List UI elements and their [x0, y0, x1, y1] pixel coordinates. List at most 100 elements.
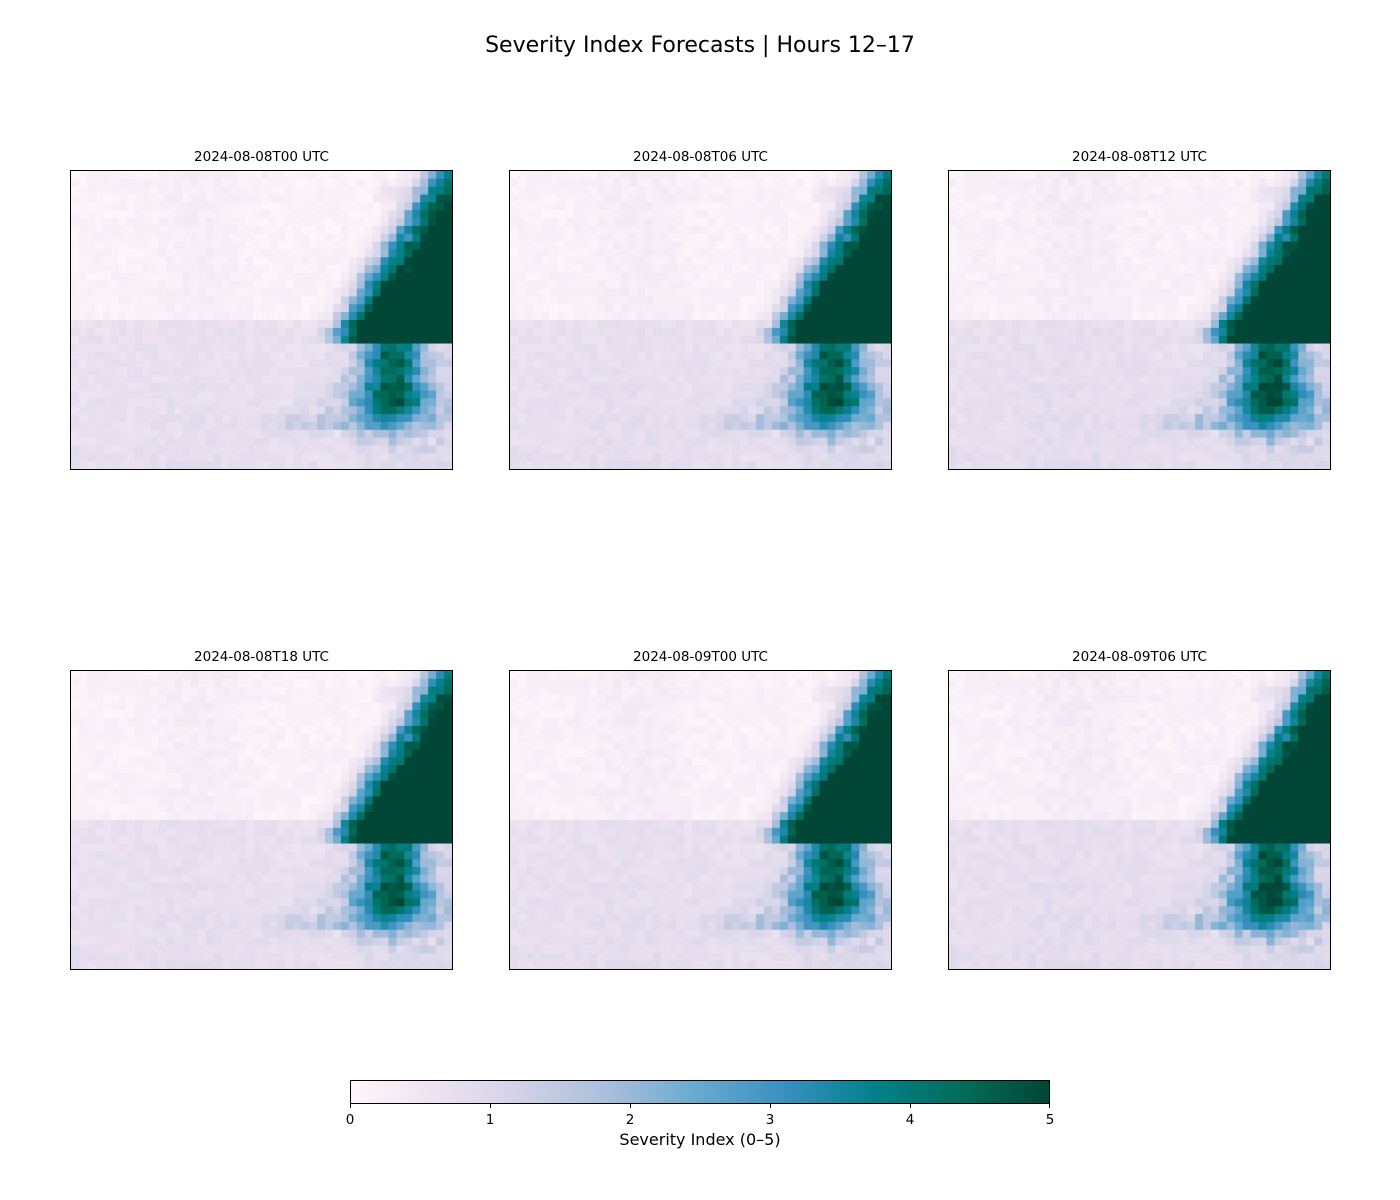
- heatmap-cell: [166, 461, 175, 470]
- heatmap-cell: [541, 272, 551, 282]
- heatmap-cell: [1234, 178, 1244, 188]
- heatmap-cell: [1306, 288, 1315, 298]
- heatmap-cell: [1203, 327, 1212, 337]
- heatmap-cell: [510, 335, 519, 345]
- heatmap-cell: [428, 186, 437, 196]
- heatmap-cell: [996, 233, 1006, 243]
- heatmap-cell: [213, 288, 223, 298]
- heatmap-cell: [644, 225, 654, 235]
- heatmap-cell: [1091, 257, 1101, 266]
- heatmap-cell: [388, 249, 398, 258]
- heatmap-cell: [668, 398, 678, 407]
- heatmap-cell: [348, 171, 358, 180]
- heatmap-cell: [1266, 202, 1276, 211]
- heatmap-cell: [779, 445, 789, 454]
- heatmap-cell: [1306, 218, 1315, 227]
- heatmap-cell: [1036, 265, 1045, 274]
- heatmap-cell: [150, 382, 159, 392]
- heatmap-cell: [1218, 202, 1228, 211]
- heatmap-cell: [1282, 178, 1291, 188]
- heatmap-cell: [277, 210, 286, 219]
- heatmap-cell: [660, 186, 670, 196]
- heatmap-cell: [597, 461, 606, 470]
- heatmap-cell: [1012, 194, 1022, 203]
- heatmap-cell: [771, 390, 781, 400]
- heatmap-cell: [716, 178, 725, 188]
- heatmap-cell: [1322, 186, 1331, 196]
- heatmap-cell: [1115, 265, 1125, 274]
- heatmap-cell: [676, 171, 686, 180]
- heatmap-cell: [253, 445, 263, 454]
- heatmap-cell: [158, 351, 167, 360]
- heatmap-cell: [198, 280, 207, 290]
- heatmap-cell: [1314, 202, 1323, 211]
- heatmap-cell: [166, 186, 175, 196]
- heatmap-cell: [581, 437, 590, 447]
- heatmap-cell: [404, 225, 413, 235]
- heatmap-cell: [78, 178, 88, 188]
- heatmap-cell: [1226, 265, 1236, 274]
- heatmap-cell: [875, 241, 884, 251]
- heatmap-cell: [1020, 359, 1029, 368]
- heatmap-cell: [428, 296, 437, 305]
- heatmap-cell: [732, 272, 741, 282]
- heatmap-cell: [883, 265, 892, 274]
- heatmap-cell: [1147, 296, 1156, 305]
- heatmap-cell: [875, 320, 884, 329]
- heatmap-cell: [803, 335, 813, 345]
- heatmap-cell: [301, 171, 310, 180]
- heatmap-cell: [525, 335, 535, 345]
- heatmap-cell: [573, 421, 583, 431]
- heatmap-cell: [78, 327, 88, 337]
- heatmap-cell: [1266, 194, 1276, 203]
- heatmap-cell: [293, 218, 302, 227]
- heatmap-cell: [301, 202, 310, 211]
- heatmap-cell: [1004, 382, 1014, 392]
- heatmap-cell: [293, 374, 302, 384]
- heatmap-cell: [859, 327, 868, 337]
- heatmap-cell: [779, 265, 789, 274]
- heatmap-cell: [629, 241, 638, 251]
- heatmap-cell: [372, 225, 382, 235]
- heatmap-cell: [1068, 171, 1077, 180]
- heatmap-cell: [629, 461, 638, 470]
- heatmap-cell: [1107, 233, 1117, 243]
- heatmap-cell: [803, 296, 813, 305]
- heatmap-cell: [533, 398, 543, 407]
- heatmap-cell: [404, 178, 413, 188]
- heatmap-cell: [652, 320, 662, 329]
- heatmap-cell: [340, 335, 350, 345]
- heatmap-cell: [510, 225, 519, 235]
- heatmap-cell: [517, 210, 527, 219]
- heatmap-cell: [348, 280, 358, 290]
- heatmap-cell: [1004, 171, 1014, 180]
- heatmap-cell: [340, 327, 350, 337]
- heatmap-cell: [557, 429, 567, 439]
- heatmap-cell: [716, 343, 725, 352]
- heatmap-cell: [1171, 343, 1180, 352]
- heatmap-cell: [166, 437, 175, 447]
- heatmap-cell: [404, 445, 413, 454]
- heatmap-cell: [277, 414, 286, 423]
- heatmap-cell: [229, 445, 239, 454]
- heatmap-cell: [525, 265, 535, 274]
- heatmap-cell: [293, 382, 302, 392]
- heatmap-cell: [388, 382, 398, 392]
- heatmap-cell: [1163, 280, 1172, 290]
- heatmap-cell: [652, 406, 662, 415]
- heatmap-cell: [883, 280, 892, 290]
- heatmap-cell: [1115, 272, 1125, 282]
- heatmap-cell: [510, 429, 519, 439]
- heatmap-cell: [1218, 296, 1228, 305]
- heatmap-cell: [372, 437, 382, 447]
- heatmap-cell: [1298, 257, 1307, 266]
- heatmap-cell: [1187, 210, 1196, 219]
- heatmap-cell: [253, 178, 263, 188]
- heatmap-cell: [1123, 359, 1133, 368]
- heatmap-cell: [1306, 178, 1315, 188]
- heatmap-cell: [724, 461, 733, 470]
- heatmap-cell: [198, 272, 207, 282]
- heatmap-cell: [1123, 233, 1133, 243]
- heatmap-cell: [652, 186, 662, 196]
- heatmap-cell: [253, 312, 263, 321]
